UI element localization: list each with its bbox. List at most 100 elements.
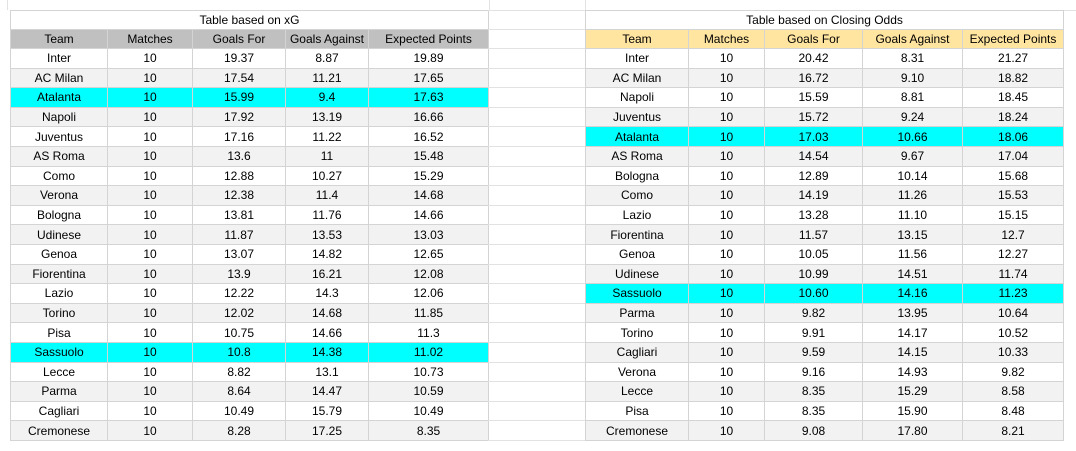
column-header-goals-for[interactable]: Goals For xyxy=(192,29,286,49)
cell[interactable]: Bologna xyxy=(10,204,108,226)
cell[interactable]: 9.10 xyxy=(862,67,963,89)
cell[interactable]: 10 xyxy=(688,165,765,187)
cell[interactable]: 11.22 xyxy=(285,126,369,147)
cell[interactable]: 10 xyxy=(688,283,765,304)
cell[interactable]: 16.72 xyxy=(764,67,863,89)
cell[interactable]: 11.3 xyxy=(368,322,489,343)
cell[interactable]: 8.21 xyxy=(961,420,1065,441)
column-header-goals-for[interactable]: Goals For xyxy=(764,29,863,49)
cell[interactable]: 17.16 xyxy=(192,126,286,147)
cell[interactable]: 10 xyxy=(107,263,193,285)
cell[interactable]: 8.64 xyxy=(192,381,286,402)
cell[interactable]: 11.21 xyxy=(285,67,369,89)
cell[interactable]: 10 xyxy=(688,48,765,69)
cell[interactable]: AC Milan xyxy=(10,67,108,89)
cell[interactable]: 10 xyxy=(107,126,193,147)
cell[interactable]: 10 xyxy=(688,243,765,265)
cell[interactable]: 10 xyxy=(688,341,765,363)
cell[interactable]: 8.58 xyxy=(961,381,1065,402)
cell[interactable]: 10 xyxy=(107,283,193,304)
cell[interactable]: Inter xyxy=(10,48,108,69)
cell[interactable]: 8.87 xyxy=(285,48,369,69)
cell[interactable]: 14.47 xyxy=(285,381,369,402)
cell[interactable]: 16.21 xyxy=(285,263,369,285)
cell[interactable]: Atalanta xyxy=(10,87,108,108)
cell[interactable]: Parma xyxy=(585,302,689,324)
column-header-team[interactable]: Team xyxy=(10,29,108,49)
cell[interactable]: 10 xyxy=(107,341,193,363)
cell[interactable]: Napoli xyxy=(10,106,108,128)
cell[interactable]: 13.03 xyxy=(368,224,489,245)
cell[interactable]: Udinese xyxy=(585,263,689,285)
cell[interactable]: 11.87 xyxy=(192,224,286,245)
column-header-team[interactable]: Team xyxy=(585,29,689,49)
cell[interactable]: 12.08 xyxy=(368,263,489,285)
cell[interactable]: 9.08 xyxy=(764,420,863,441)
cell[interactable]: Juventus xyxy=(585,106,689,128)
cell[interactable]: 13.9 xyxy=(192,263,286,285)
cell[interactable]: 13.81 xyxy=(192,204,286,226)
cell[interactable]: 14.66 xyxy=(285,322,369,343)
cell[interactable]: 8.35 xyxy=(764,381,863,402)
column-header-goals-against[interactable]: Goals Against xyxy=(285,29,369,49)
cell[interactable]: 10.66 xyxy=(862,126,963,147)
cell[interactable]: 17.63 xyxy=(368,87,489,108)
cell[interactable]: 16.66 xyxy=(368,106,489,128)
cell[interactable]: 15.15 xyxy=(961,204,1065,226)
cell[interactable]: 13.19 xyxy=(285,106,369,128)
cell[interactable]: Lecce xyxy=(585,381,689,402)
cell[interactable]: 14.3 xyxy=(285,283,369,304)
cell[interactable]: 8.35 xyxy=(368,420,489,441)
cell[interactable]: 10 xyxy=(688,126,765,147)
cell[interactable]: 12.02 xyxy=(192,302,286,324)
cell[interactable]: 10 xyxy=(107,87,193,108)
column-header-matches[interactable]: Matches xyxy=(688,29,765,49)
cell[interactable]: 10 xyxy=(107,381,193,402)
cell[interactable]: 8.31 xyxy=(862,48,963,69)
cell[interactable]: 21.27 xyxy=(961,48,1065,69)
cell[interactable]: 14.19 xyxy=(764,185,863,206)
cell[interactable]: 10 xyxy=(107,243,193,265)
cell[interactable]: 10.60 xyxy=(764,283,863,304)
cell[interactable]: 12.22 xyxy=(192,283,286,304)
cell[interactable]: 10.52 xyxy=(961,322,1065,343)
cell[interactable]: 10 xyxy=(107,204,193,226)
cell[interactable]: Cagliari xyxy=(10,400,108,422)
cell[interactable]: 12.65 xyxy=(368,243,489,265)
cell[interactable]: 9.24 xyxy=(862,106,963,128)
cell[interactable]: 10 xyxy=(107,106,193,128)
cell[interactable]: 8.82 xyxy=(192,361,286,383)
cell[interactable]: 18.24 xyxy=(961,106,1065,128)
cell[interactable]: 15.79 xyxy=(285,400,369,422)
cell[interactable]: 10.49 xyxy=(192,400,286,422)
cell[interactable]: 20.42 xyxy=(764,48,863,69)
cell[interactable]: Cremonese xyxy=(10,420,108,441)
cell[interactable]: Cagliari xyxy=(585,341,689,363)
cell[interactable]: 13.6 xyxy=(192,145,286,167)
cell[interactable]: 14.51 xyxy=(862,263,963,285)
cell[interactable]: 11.74 xyxy=(961,263,1065,285)
cell[interactable]: 11.56 xyxy=(862,243,963,265)
cell[interactable]: 15.53 xyxy=(961,185,1065,206)
cell[interactable]: 9.59 xyxy=(764,341,863,363)
cell[interactable]: 17.25 xyxy=(285,420,369,441)
cell[interactable]: 12.38 xyxy=(192,185,286,206)
cell[interactable]: 10 xyxy=(688,145,765,167)
cell[interactable]: 11.26 xyxy=(862,185,963,206)
cell[interactable]: 13.95 xyxy=(862,302,963,324)
cell[interactable]: Juventus xyxy=(10,126,108,147)
closing-odds-table-title[interactable]: Table based on Closing Odds xyxy=(584,10,1065,30)
cell[interactable]: 10 xyxy=(107,400,193,422)
cell[interactable]: 17.04 xyxy=(961,145,1065,167)
cell[interactable]: 9.82 xyxy=(961,361,1065,383)
cell[interactable]: 17.80 xyxy=(862,420,963,441)
cell[interactable]: 10 xyxy=(107,420,193,441)
cell[interactable]: 10.75 xyxy=(192,322,286,343)
cell[interactable]: 13.07 xyxy=(192,243,286,265)
cell[interactable]: 10 xyxy=(688,204,765,226)
cell[interactable]: Udinese xyxy=(10,224,108,245)
cell[interactable]: 15.90 xyxy=(862,400,963,422)
cell[interactable]: 10.99 xyxy=(764,263,863,285)
cell[interactable]: 10.05 xyxy=(764,243,863,265)
cell[interactable]: 9.91 xyxy=(764,322,863,343)
